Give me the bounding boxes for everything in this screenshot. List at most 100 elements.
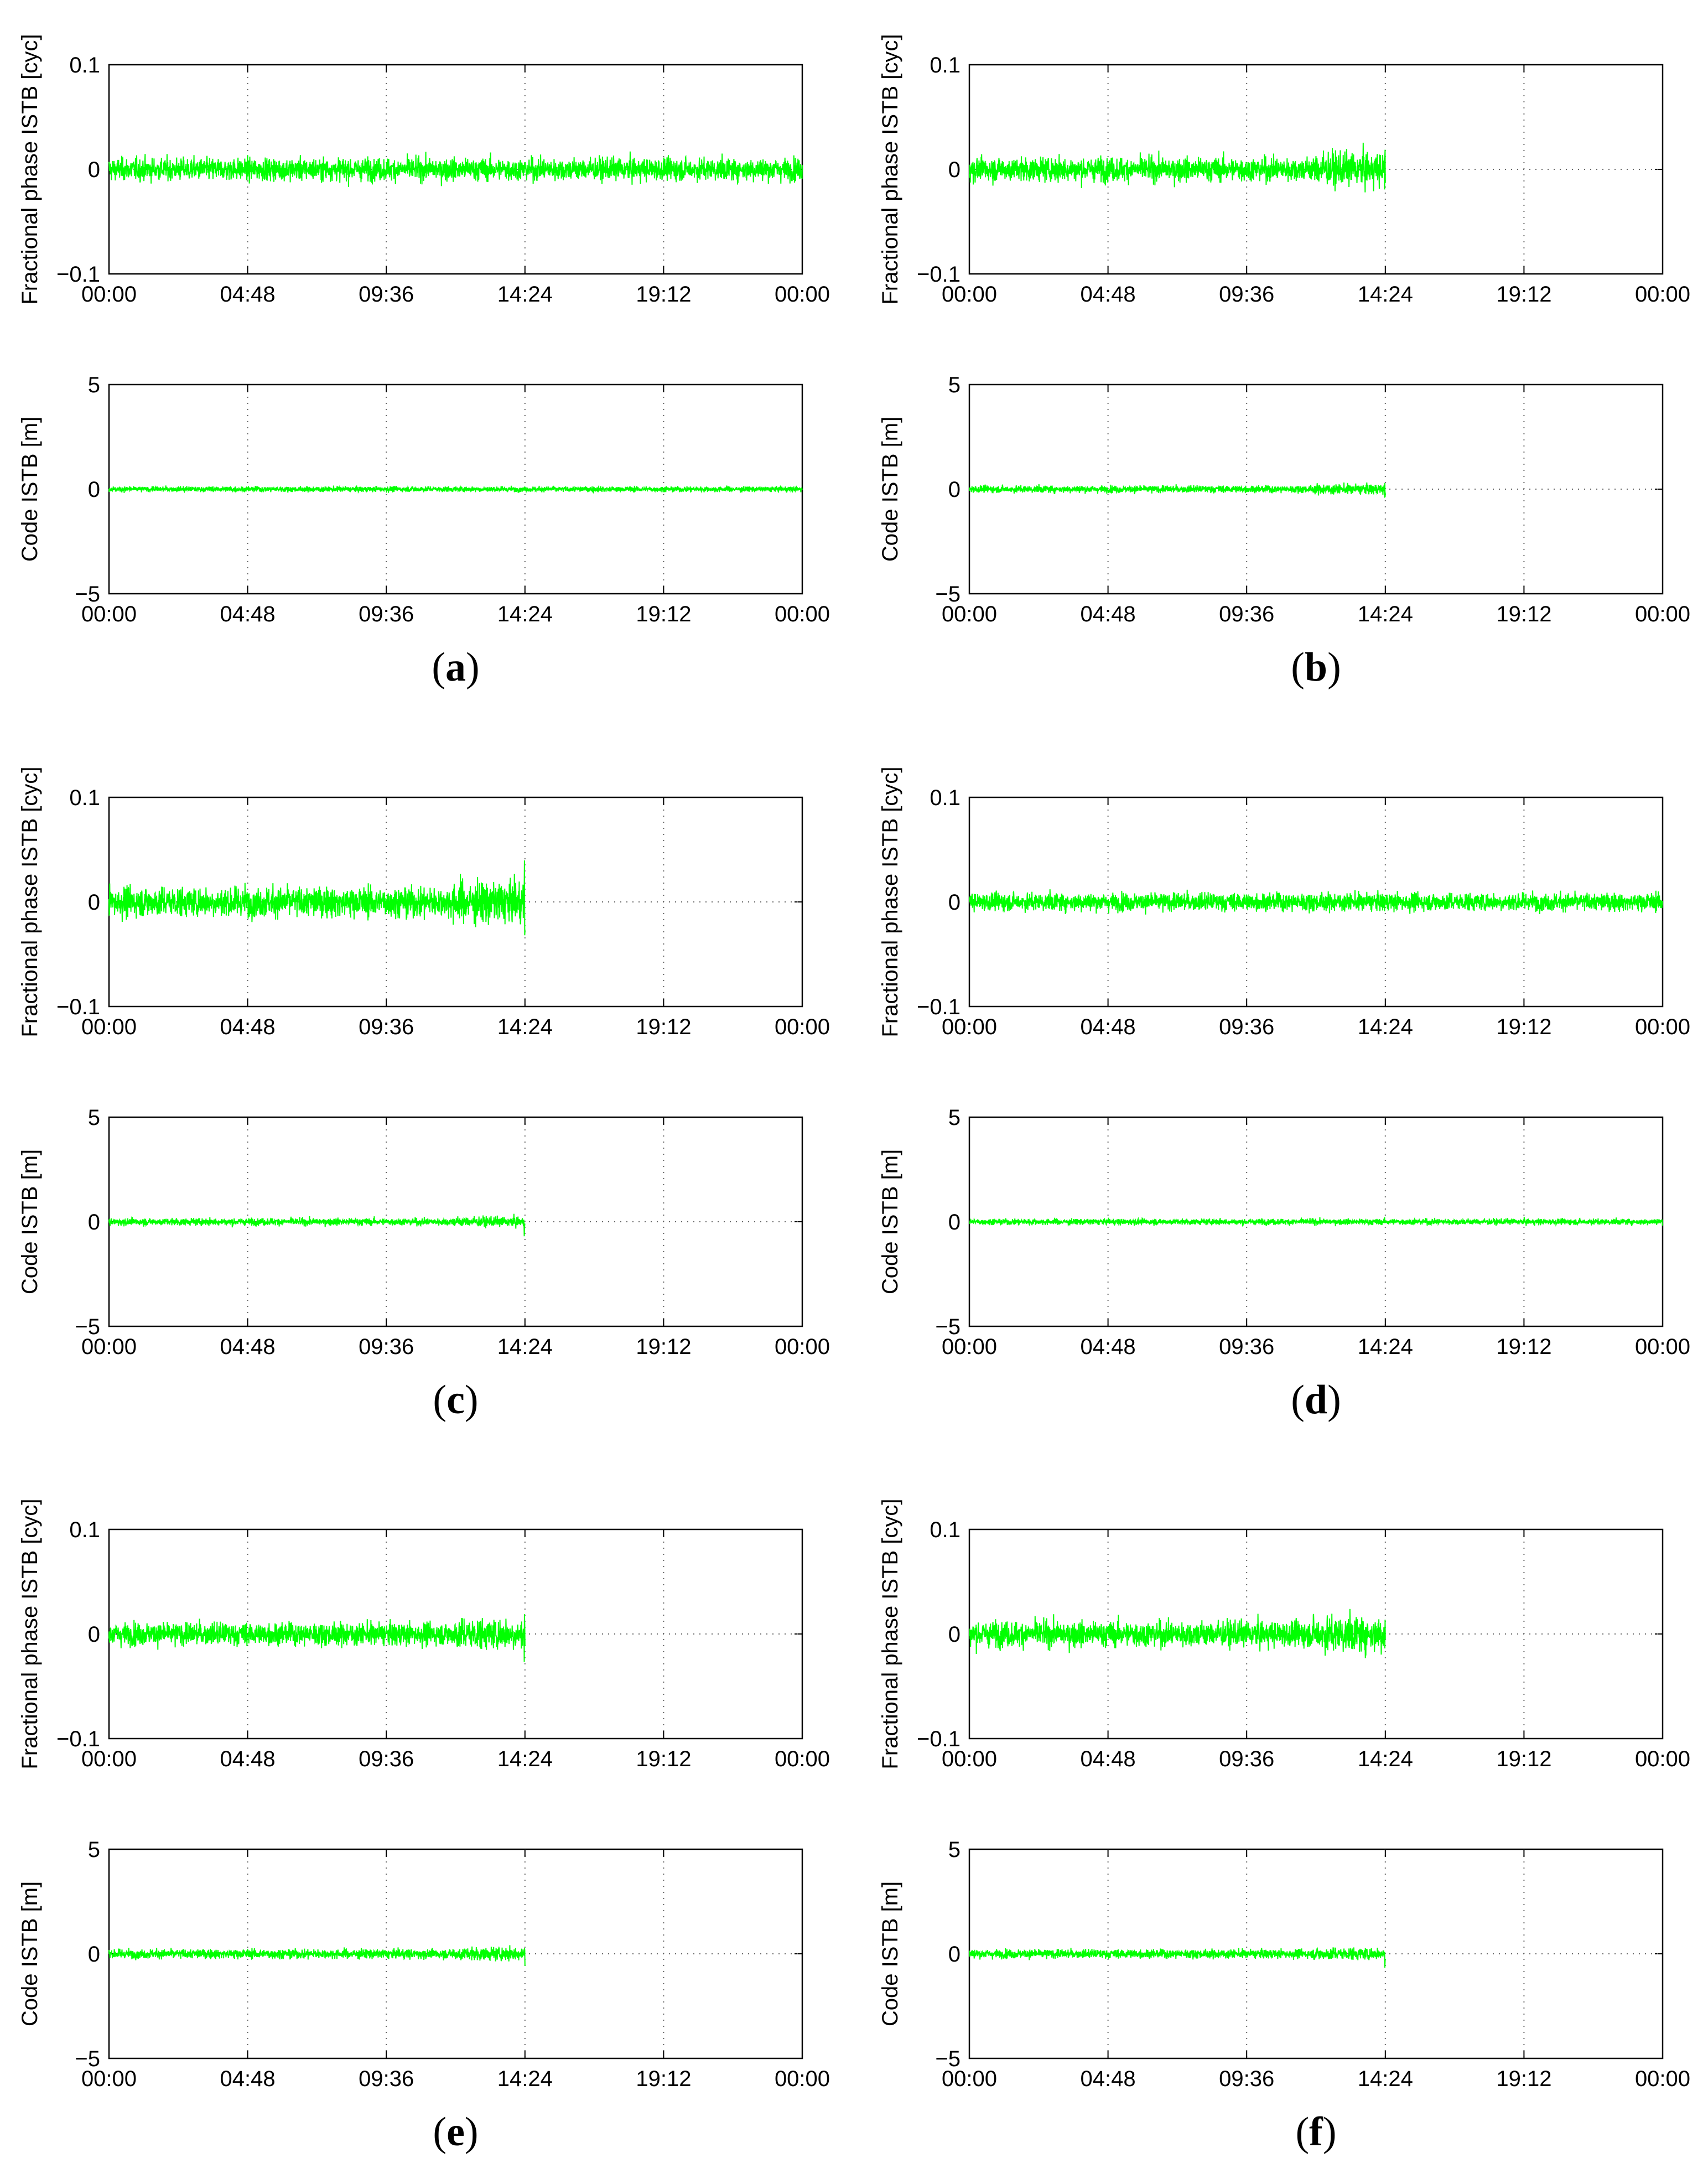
x-tick-label: 00:00 bbox=[942, 1335, 997, 1359]
x-tick-label: 09:36 bbox=[1219, 1747, 1274, 1771]
panel-label-prefix: ( bbox=[433, 1377, 447, 1423]
x-tick-label: 09:36 bbox=[359, 602, 414, 626]
y-tick-label: 0 bbox=[948, 890, 961, 915]
phase-axes: 00:00 04:48 09:36 14:24 19:12 00:00 0.1 0 −0.1 Fr… bbox=[18, 1498, 830, 1771]
phase-series-line bbox=[108, 860, 526, 936]
y-axis-label: Fractional phase ISTB [cyc] bbox=[18, 34, 42, 304]
y-tick-label: 0 bbox=[88, 478, 100, 502]
x-tick-label: 04:48 bbox=[1081, 1015, 1136, 1039]
x-tick-label: 19:12 bbox=[636, 602, 691, 626]
y-tick-label: 0 bbox=[948, 478, 961, 502]
y-axis-label: Fractional phase ISTB [cyc] bbox=[18, 766, 42, 1037]
x-tick-label: 04:48 bbox=[220, 1335, 276, 1359]
panel-label-suffix: ) bbox=[466, 645, 480, 690]
x-tick-label: 09:36 bbox=[359, 282, 414, 307]
y-tick-label: −5 bbox=[75, 2047, 100, 2071]
panel-d: 00:00 04:48 09:36 14:24 19:12 00:00 0.1 0 −0.1 Fr… bbox=[878, 766, 1690, 1423]
panel-label-prefix: ( bbox=[432, 645, 445, 690]
code-series-line bbox=[969, 1217, 1663, 1227]
y-tick-label: 0.1 bbox=[930, 53, 961, 77]
code-axes: 00:00 04:48 09:36 14:24 19:12 00:00 5 0 −5 Code I… bbox=[878, 1838, 1690, 2091]
y-axis-label: Fractional phase ISTB [cyc] bbox=[878, 1498, 902, 1769]
x-tick-label: 19:12 bbox=[1496, 602, 1551, 626]
y-tick-label: −0.1 bbox=[56, 995, 100, 1019]
x-tick-label: 09:36 bbox=[359, 1015, 414, 1039]
code-axes: 00:00 04:48 09:36 14:24 19:12 00:00 5 0 −5 Code I… bbox=[18, 1838, 830, 2091]
x-tick-label: 14:24 bbox=[1358, 1747, 1413, 1771]
phase-series-line bbox=[969, 142, 1386, 193]
panel-label-letter: c bbox=[447, 1377, 465, 1423]
panel-label-prefix: ( bbox=[433, 2109, 447, 2155]
panel-e: 00:00 04:48 09:36 14:24 19:12 00:00 0.1 0 −0.1 Fr… bbox=[18, 1498, 830, 2155]
x-tick-label: 00:00 bbox=[942, 602, 997, 626]
code-axes: 00:00 04:48 09:36 14:24 19:12 00:00 5 0 −5 Code I… bbox=[878, 1106, 1690, 1359]
y-tick-label: 0 bbox=[88, 1622, 100, 1647]
x-tick-label: 04:48 bbox=[1081, 1335, 1136, 1359]
y-tick-label: 5 bbox=[88, 373, 100, 397]
y-tick-label: 0.1 bbox=[69, 786, 100, 810]
x-tick-label: 14:24 bbox=[497, 602, 553, 626]
y-tick-label: −0.1 bbox=[917, 995, 961, 1019]
x-tick-label: 14:24 bbox=[1358, 602, 1413, 626]
y-axis-label: Code ISTB [m] bbox=[878, 1149, 902, 1294]
code-series-line bbox=[108, 485, 803, 494]
x-tick-label: 00:00 bbox=[942, 1015, 997, 1039]
x-tick-label: 09:36 bbox=[359, 1335, 414, 1359]
panel-label: (b) bbox=[1291, 645, 1341, 690]
y-tick-label: 0 bbox=[948, 1942, 961, 1967]
x-tick-label: 04:48 bbox=[1081, 602, 1136, 626]
y-axis-label: Code ISTB [m] bbox=[878, 1881, 902, 2026]
y-tick-label: −0.1 bbox=[917, 262, 961, 287]
x-tick-label: 00:00 bbox=[775, 602, 830, 626]
x-tick-label: 00:00 bbox=[775, 1747, 830, 1771]
panel-label-suffix: ) bbox=[465, 2109, 479, 2155]
panel-b: 00:00 04:48 09:36 14:24 19:12 00:00 0.1 0 −0.1 Fr… bbox=[878, 34, 1690, 690]
y-tick-label: 0 bbox=[88, 158, 100, 182]
panel-label: (a) bbox=[432, 645, 479, 690]
panel-label-suffix: ) bbox=[1327, 1377, 1341, 1423]
panel-label-prefix: ( bbox=[1291, 1377, 1305, 1423]
panel-label-letter: f bbox=[1309, 2109, 1323, 2155]
x-tick-label: 19:12 bbox=[1496, 2067, 1551, 2091]
x-tick-label: 00:00 bbox=[1635, 1335, 1690, 1359]
code-series-line bbox=[969, 1947, 1386, 1968]
y-tick-label: 0.1 bbox=[930, 786, 961, 810]
x-tick-label: 19:12 bbox=[1496, 1015, 1551, 1039]
phase-axes: 00:00 04:48 09:36 14:24 19:12 00:00 0.1 0 −0.1 Fr… bbox=[878, 766, 1690, 1039]
x-tick-label: 19:12 bbox=[1496, 1747, 1551, 1771]
y-tick-label: 5 bbox=[948, 1838, 961, 1862]
panel-label-suffix: ) bbox=[1323, 2109, 1337, 2155]
x-tick-label: 09:36 bbox=[1219, 1015, 1274, 1039]
x-tick-label: 00:00 bbox=[1635, 2067, 1690, 2091]
x-tick-label: 14:24 bbox=[497, 1747, 553, 1771]
y-tick-label: −5 bbox=[935, 1315, 961, 1339]
y-tick-label: 0 bbox=[948, 158, 961, 182]
y-axis-label: Code ISTB [m] bbox=[18, 417, 42, 562]
x-tick-label: 19:12 bbox=[636, 1015, 691, 1039]
x-tick-label: 19:12 bbox=[636, 282, 691, 307]
x-tick-label: 00:00 bbox=[775, 1335, 830, 1359]
panel-c: 00:00 04:48 09:36 14:24 19:12 00:00 0.1 0 −0.1 Fr… bbox=[18, 766, 830, 1423]
y-tick-label: 0 bbox=[948, 1622, 961, 1647]
phase-axes: 00:00 04:48 09:36 14:24 19:12 00:00 0.1 0 −0.1 Fr… bbox=[18, 34, 830, 307]
x-tick-label: 14:24 bbox=[497, 282, 553, 307]
y-tick-label: 0.1 bbox=[69, 53, 100, 77]
y-tick-label: 5 bbox=[948, 373, 961, 397]
phase-axes: 00:00 04:48 09:36 14:24 19:12 00:00 0.1 0 −0.1 Fr… bbox=[18, 766, 830, 1039]
x-tick-label: 09:36 bbox=[1219, 2067, 1274, 2091]
phase-axes: 00:00 04:48 09:36 14:24 19:12 00:00 0.1 0 −0.1 Fr… bbox=[878, 34, 1690, 307]
panel-label: (e) bbox=[433, 2109, 478, 2155]
y-tick-label: −0.1 bbox=[56, 262, 100, 287]
y-tick-label: 0.1 bbox=[69, 1518, 100, 1542]
panel-label-letter: a bbox=[445, 645, 466, 690]
phase-series-line bbox=[969, 1609, 1386, 1658]
x-tick-label: 04:48 bbox=[220, 1015, 276, 1039]
x-tick-label: 19:12 bbox=[636, 1335, 691, 1359]
x-tick-label: 00:00 bbox=[775, 2067, 830, 2091]
y-tick-label: 5 bbox=[88, 1838, 100, 1862]
code-axes: 00:00 04:48 09:36 14:24 19:12 00:00 5 0 −5 Code I… bbox=[878, 373, 1690, 626]
phase-series-line bbox=[108, 1614, 526, 1662]
x-tick-label: 14:24 bbox=[497, 2067, 553, 2091]
y-tick-label: 0 bbox=[88, 890, 100, 915]
